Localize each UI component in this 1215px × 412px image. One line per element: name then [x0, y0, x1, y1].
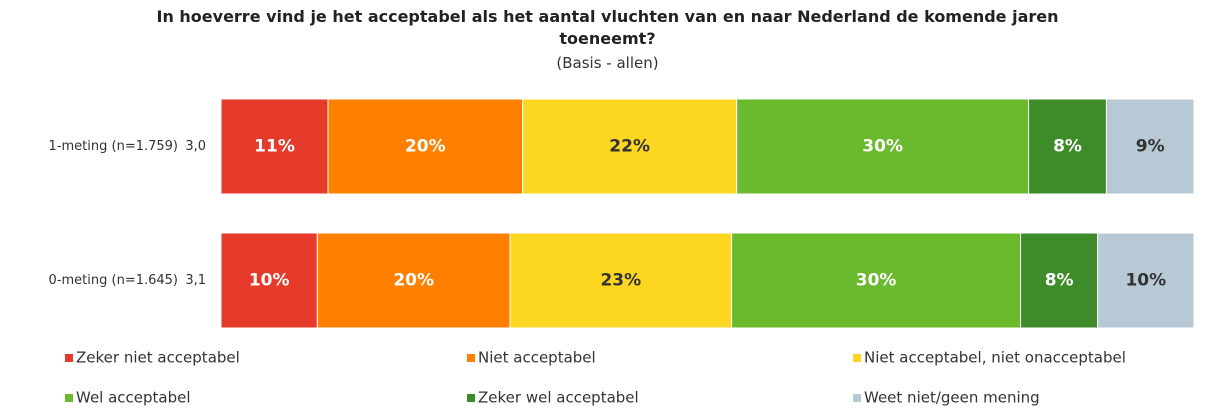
value-label: 9% [1136, 137, 1165, 157]
bar-segment [220, 232, 318, 329]
value-label: 23% [600, 271, 641, 291]
legend-label: Niet acceptabel, niet onacceptabel [864, 349, 1126, 367]
bar-segment [1020, 232, 1099, 329]
value-label: 8% [1045, 271, 1074, 291]
mean-label: 3,1 [185, 273, 206, 288]
legend-label: Wel acceptabel [76, 389, 191, 407]
legend-swatch [467, 394, 475, 402]
legend-label: Weet niet/geen mening [864, 389, 1040, 407]
legend-swatch [467, 354, 475, 362]
bar-segment [522, 98, 738, 195]
legend-swatch [853, 394, 861, 402]
category-label: 0-meting (n=1.645) [49, 273, 178, 288]
legend-label: Zeker wel acceptabel [478, 389, 639, 407]
value-label: 30% [856, 271, 897, 291]
mean-label: 3,0 [185, 139, 206, 154]
value-label: 11% [254, 137, 295, 157]
bar-segment [1028, 98, 1107, 195]
legend-swatch [65, 394, 73, 402]
value-label: 10% [1125, 271, 1166, 291]
bar-segment [327, 98, 524, 195]
value-label: 30% [862, 137, 903, 157]
bar-segment [731, 232, 1022, 329]
value-label: 20% [405, 137, 446, 157]
bar-segment [1105, 98, 1195, 195]
bar-segment [509, 232, 733, 329]
bar-segment [220, 98, 329, 195]
legend-swatch [853, 354, 861, 362]
category-label: 1-meting (n=1.759) [49, 139, 178, 154]
bar-segment [1097, 232, 1195, 329]
legend-swatch [65, 354, 73, 362]
value-label: 20% [393, 271, 434, 291]
value-label: 10% [249, 271, 290, 291]
legend-label: Niet acceptabel [478, 349, 596, 367]
bar-segment [736, 98, 1030, 195]
value-label: 8% [1053, 137, 1082, 157]
legend-label: Zeker niet acceptabel [76, 349, 240, 367]
value-label: 22% [609, 137, 650, 157]
chart-subtitle: (Basis - allen) [556, 54, 659, 72]
chart-title: In hoeverre vind je het acceptabel als h… [156, 7, 1059, 48]
